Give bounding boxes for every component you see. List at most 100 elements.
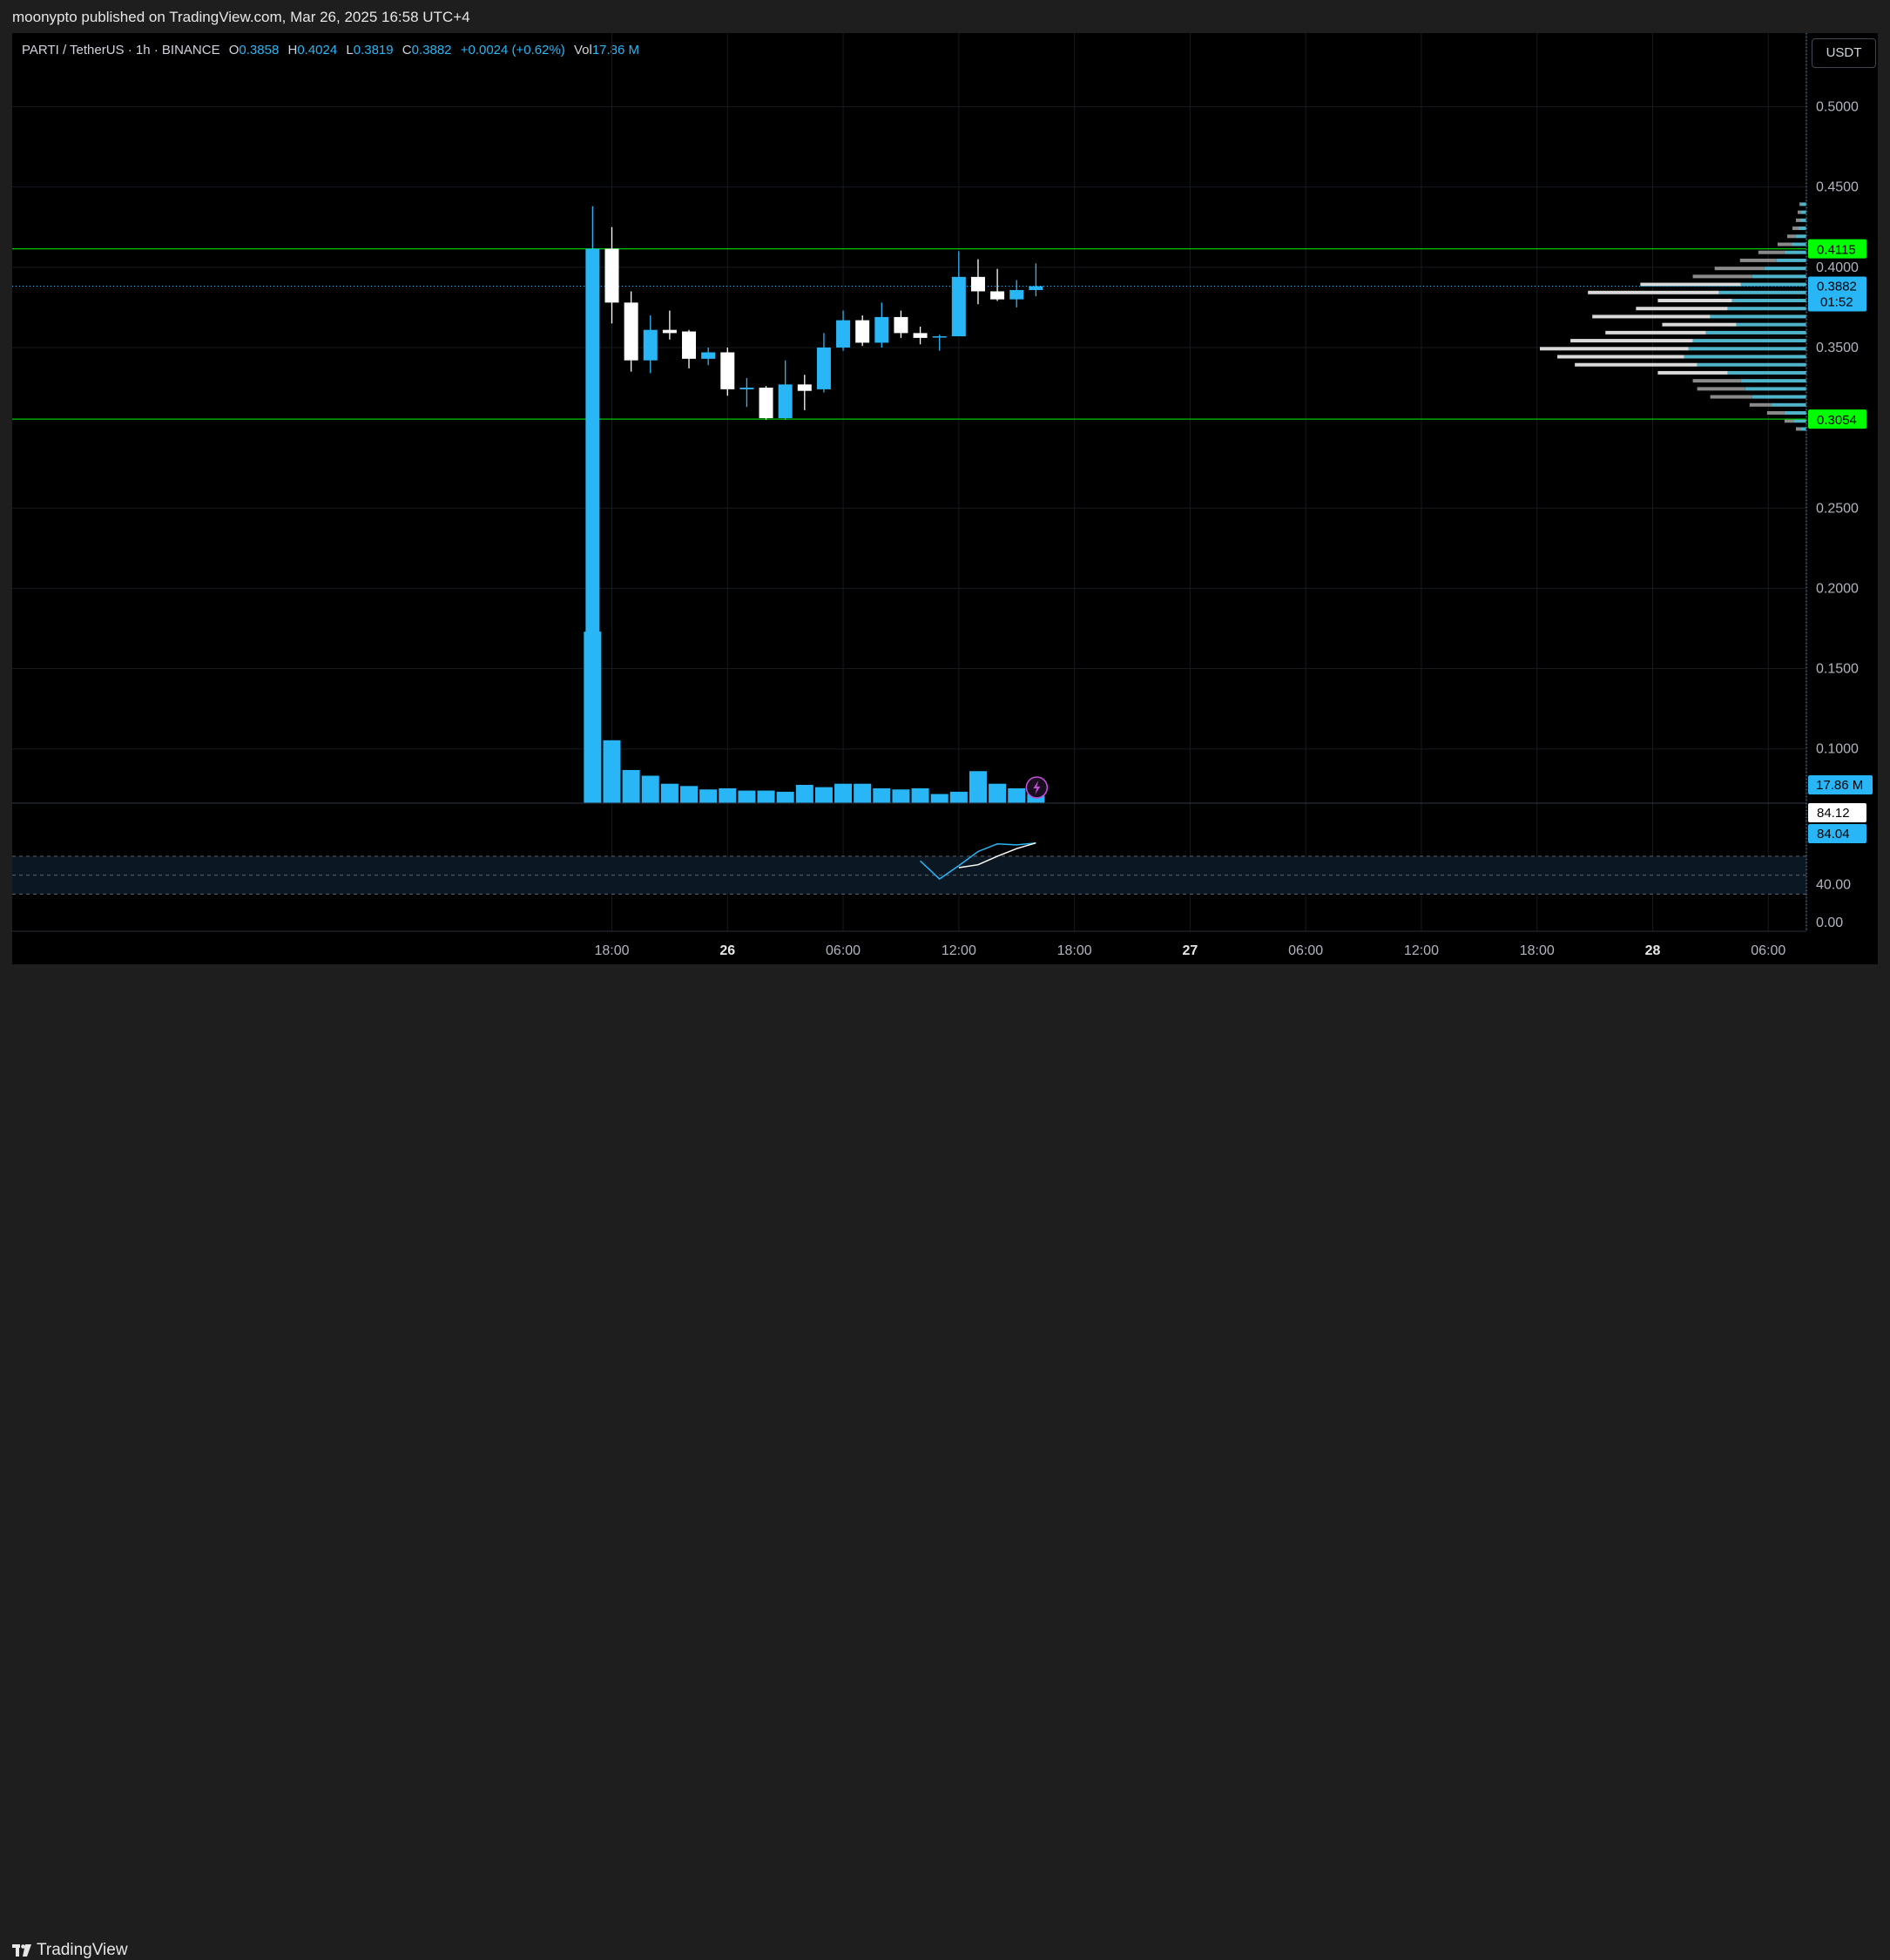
- candle-body: [913, 333, 928, 338]
- y-tick-label: 0.2000: [1816, 581, 1859, 596]
- volume-bar: [699, 789, 718, 803]
- publisher-text: moonypto published on TradingView.com, M…: [12, 9, 470, 25]
- volume-bar: [757, 790, 775, 803]
- x-tick-label: 26: [719, 943, 735, 958]
- volume-profile-bar: [1657, 370, 1728, 375]
- volume-bar: [989, 783, 1007, 803]
- y-tick-label: 0.5000: [1816, 100, 1859, 115]
- volume-profile-bar: [1752, 274, 1806, 279]
- volume-profile-bar: [1710, 395, 1752, 399]
- volume-profile-bar: [1605, 330, 1706, 335]
- volume-profile-bar: [1697, 387, 1745, 391]
- candle-body: [624, 302, 638, 361]
- candle-body: [604, 248, 619, 303]
- volume-bar: [776, 791, 794, 803]
- candle-body: [643, 329, 658, 361]
- volume-profile-bar: [1736, 322, 1806, 327]
- volume-profile-bar: [1797, 210, 1801, 214]
- candle-body: [1009, 289, 1024, 300]
- high-value: 0.4024: [297, 43, 338, 57]
- volume-label-bg: [1808, 775, 1873, 794]
- volume-profile-bar: [1692, 274, 1752, 279]
- volume-profile-bar: [1705, 330, 1806, 335]
- volume-profile-bar: [1640, 282, 1741, 287]
- rsi-value-label-bg: [1808, 824, 1866, 843]
- level-price-label-bg: [1808, 409, 1866, 429]
- volume-profile-bar: [1657, 299, 1732, 303]
- low-label: L: [346, 43, 354, 57]
- candle-body: [932, 336, 947, 338]
- volume-bar: [969, 771, 987, 803]
- currency-button[interactable]: USDT: [1812, 38, 1876, 68]
- volume-profile-bar: [1662, 322, 1737, 327]
- y-tick-label: 0.1000: [1816, 742, 1859, 757]
- volume-profile-bar: [1692, 339, 1806, 343]
- candle-body: [855, 320, 870, 343]
- volume-profile-bar: [1684, 355, 1806, 359]
- volume-bar: [795, 785, 813, 803]
- volume-bar: [873, 787, 891, 803]
- volume-bar: [738, 790, 756, 803]
- x-tick-label: 12:00: [942, 943, 976, 958]
- candle-body: [836, 320, 851, 348]
- candle-body: [701, 352, 716, 359]
- candle-body: [951, 276, 966, 337]
- volume-profile-bar: [1800, 210, 1806, 214]
- volume-profile-bar: [1777, 242, 1792, 247]
- volume-profile-bar: [1697, 362, 1806, 367]
- volume-label: Vol: [573, 43, 592, 57]
- volume-profile-bar: [1752, 395, 1806, 399]
- candle-body: [797, 384, 812, 391]
- volume-profile-bar: [1688, 347, 1806, 351]
- y-tick-label: 0.1500: [1816, 662, 1859, 677]
- volume-profile-bar: [1771, 402, 1806, 407]
- candle-body: [970, 276, 985, 292]
- volume-bar: [622, 769, 640, 803]
- volume-profile-bar: [1800, 202, 1806, 206]
- volume-last-label: 17.86 M: [1816, 778, 1863, 793]
- tradingview-logo[interactable]: TradingView: [12, 1941, 128, 1960]
- chart-area[interactable]: [12, 33, 1878, 964]
- rsi-value-label: 84.04: [1817, 827, 1850, 841]
- volume-bar: [1008, 787, 1026, 803]
- y-tick-label: 0.2500: [1816, 501, 1859, 516]
- volume-profile-bar: [1710, 314, 1806, 319]
- volume-value: 17.86 M: [591, 43, 640, 57]
- volume-bar: [719, 787, 737, 803]
- price-chart: 0.5000 0.4500 0.4000 0.3500 0.2500 0.2000 0.15…: [12, 33, 1873, 958]
- x-tick-label: 06:00: [826, 943, 861, 958]
- candle-body: [662, 329, 677, 334]
- volume-profile-bar: [1731, 299, 1806, 303]
- candle-body: [585, 248, 600, 797]
- candle-body: [720, 352, 735, 389]
- volume-bar: [834, 783, 853, 803]
- high-label: H: [287, 43, 298, 57]
- volume-profile-bar: [1795, 234, 1806, 239]
- level-price-label: 0.3054: [1817, 413, 1857, 428]
- volume-profile-bar: [1714, 267, 1765, 271]
- volume-bar: [892, 789, 910, 803]
- volume-profile-bar: [1792, 226, 1799, 231]
- volume-bar: [814, 787, 833, 803]
- volume-profile-bar: [1557, 355, 1684, 359]
- volume-profile-bar: [1776, 258, 1806, 262]
- volume-bar: [854, 783, 872, 803]
- volume-profile-bar: [1727, 370, 1806, 375]
- x-tick-label: 18:00: [1520, 943, 1555, 958]
- volume-bar: [660, 783, 678, 803]
- volume-profile-bar: [1799, 218, 1806, 222]
- symbol-label[interactable]: PARTI / TetherUS · 1h · BINANCE: [22, 43, 220, 57]
- y-tick-label: 0.3500: [1816, 341, 1859, 355]
- volume-profile-bar: [1575, 362, 1698, 367]
- volume-bar: [603, 740, 621, 803]
- volume-profile-bar: [1636, 307, 1728, 311]
- candle-body: [759, 388, 773, 419]
- close-value: 0.3882: [411, 43, 452, 57]
- volume-profile-bar: [1727, 307, 1806, 311]
- footer: TradingView: [0, 964, 1890, 1959]
- candle-countdown-label: 01:52: [1820, 295, 1853, 310]
- candle-body: [1029, 286, 1043, 290]
- ohlc-legend: PARTI / TetherUS · 1h · BINANCE O0.3858 …: [22, 43, 645, 57]
- volume-profile-bar: [1749, 402, 1772, 407]
- volume-profile-bar: [1793, 419, 1806, 423]
